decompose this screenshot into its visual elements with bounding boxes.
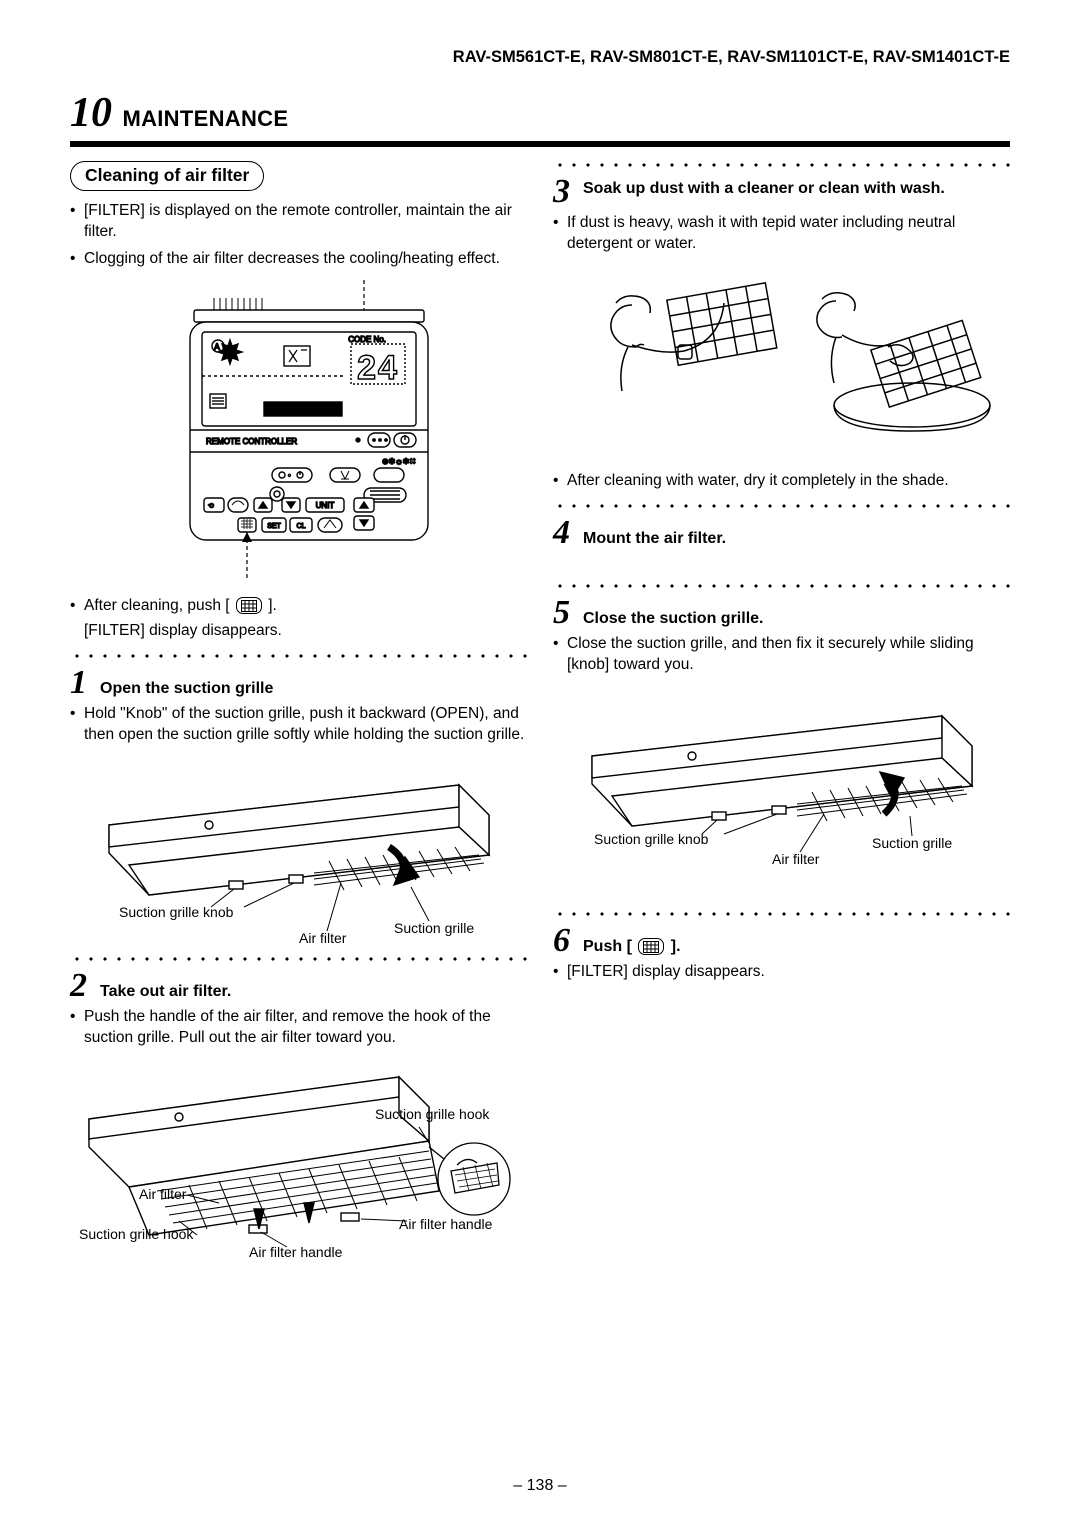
- step-4-title: Mount the air filter.: [583, 526, 726, 548]
- step-1-title: Open the suction grille: [100, 676, 273, 698]
- step-2-bullets: Push the handle of the air filter, and r…: [70, 1007, 527, 1049]
- step-1-heading: 1 Open the suction grille: [70, 666, 527, 700]
- svg-text:Suction grille: Suction grille: [872, 835, 952, 851]
- svg-text:CL: CL: [296, 523, 305, 530]
- svg-text:UNIT: UNIT: [315, 501, 334, 510]
- step-3-bullets: If dust is heavy, wash it with tepid wat…: [553, 213, 1010, 255]
- svg-text:Air filter: Air filter: [299, 930, 347, 945]
- step-5-heading: 5 Close the suction grille.: [553, 596, 1010, 630]
- step-6-title-b: ].: [671, 938, 681, 955]
- dot-separator: [553, 502, 1010, 510]
- figure-step2: Suction grille hook Air filter Suction g…: [70, 1059, 527, 1259]
- step-2-num: 2: [70, 969, 92, 1003]
- step-6-bullet: [FILTER] display disappears.: [553, 962, 1010, 983]
- svg-text:A: A: [214, 342, 220, 352]
- step-1-num: 1: [70, 666, 92, 700]
- dot-separator: [553, 582, 1010, 590]
- intro-bullets: [FILTER] is displayed on the remote cont…: [70, 201, 527, 270]
- svg-text:Suction grille knob: Suction grille knob: [119, 904, 234, 920]
- filter-button-icon: [638, 938, 664, 955]
- svg-text:Suction grille knob: Suction grille knob: [594, 831, 709, 847]
- step-4-heading: 4 Mount the air filter.: [553, 516, 1010, 550]
- figure-step3: [553, 265, 1010, 465]
- dot-separator: [70, 652, 527, 660]
- chapter-title: MAINTENANCE: [122, 106, 288, 132]
- step-6-heading: 6 Push [ ].: [553, 924, 1010, 958]
- svg-text:⟲: ⟲: [208, 503, 214, 510]
- svg-text:Suction grille hook: Suction grille hook: [79, 1226, 194, 1242]
- svg-text:⊕✱☼❄✖: ⊕✱☼❄✖: [381, 457, 415, 466]
- figure-step5: Suction grille knob Suction grille Air f…: [553, 686, 1010, 876]
- svg-text:24: 24: [357, 349, 399, 387]
- chapter-heading: 10 MAINTENANCE: [70, 89, 1010, 137]
- chapter-number: 10: [70, 89, 112, 137]
- page-number: – 138 –: [0, 1477, 1080, 1495]
- svg-text:•: •: [288, 471, 291, 480]
- svg-text:Suction grille hook: Suction grille hook: [375, 1106, 490, 1122]
- step-3-title: Soak up dust with a cleaner or clean wit…: [583, 175, 945, 200]
- svg-text:Air filter: Air filter: [139, 1186, 187, 1202]
- svg-text:Air filter handle: Air filter handle: [399, 1216, 493, 1232]
- step-3-bullet-2: After cleaning with water, dry it comple…: [553, 471, 1010, 492]
- svg-text:REMOTE CONTROLLER: REMOTE CONTROLLER: [206, 437, 297, 446]
- step-3-bullets-2: After cleaning with water, dry it comple…: [553, 471, 1010, 492]
- dot-separator: [553, 910, 1010, 918]
- step-3-heading: 3 Soak up dust with a cleaner or clean w…: [553, 175, 1010, 209]
- figure-remote-controller: A CODE No. 24: [70, 280, 527, 590]
- step-5-bullet: Close the suction grille, and then fix i…: [553, 634, 1010, 676]
- left-column: Cleaning of air filter [FILTER] is displ…: [70, 161, 527, 1265]
- step-3-bullet-1: If dust is heavy, wash it with tepid wat…: [553, 213, 1010, 255]
- step-5-title: Close the suction grille.: [583, 606, 763, 628]
- after-clean-subline: [FILTER] display disappears.: [84, 621, 527, 642]
- dot-separator: [553, 161, 1010, 169]
- right-column: 3 Soak up dust with a cleaner or clean w…: [553, 161, 1010, 1265]
- step-1-bullets: Hold "Knob" of the suction grille, push …: [70, 704, 527, 746]
- svg-text:SET: SET: [267, 523, 281, 530]
- section-pill: Cleaning of air filter: [70, 161, 264, 191]
- intro-bullet-1: [FILTER] is displayed on the remote cont…: [70, 201, 527, 243]
- svg-text:CODE No.: CODE No.: [348, 335, 386, 344]
- dot-separator: [70, 955, 527, 963]
- step-3-num: 3: [553, 175, 575, 209]
- step-2-title: Take out air filter.: [100, 979, 231, 1001]
- step-5-bullets: Close the suction grille, and then fix i…: [553, 634, 1010, 676]
- step-4-num: 4: [553, 516, 575, 550]
- header-models: RAV-SM561CT-E, RAV-SM801CT-E, RAV-SM1101…: [70, 48, 1010, 67]
- after-clean-bullets: After cleaning, push [ ]. [FILTER] displ…: [70, 596, 527, 642]
- step-6-title: Push [ ].: [583, 934, 681, 956]
- after-clean-text-a: After cleaning, push [: [84, 597, 230, 614]
- step-6-title-a: Push [: [583, 938, 632, 955]
- intro-bullet-2: Clogging of the air filter decreases the…: [70, 249, 527, 270]
- figure-step1: Suction grille knob Suction grille Air f…: [70, 755, 527, 945]
- after-clean-line: After cleaning, push [ ]. [FILTER] displ…: [70, 596, 527, 642]
- after-clean-text-b: ].: [268, 597, 277, 614]
- step-2-heading: 2 Take out air filter.: [70, 969, 527, 1003]
- filter-button-icon: [236, 597, 262, 614]
- step-6-bullets: [FILTER] display disappears.: [553, 962, 1010, 983]
- svg-text:Air filter: Air filter: [772, 851, 820, 867]
- chapter-rule: [70, 141, 1010, 147]
- step-6-num: 6: [553, 924, 575, 958]
- step-1-bullet: Hold "Knob" of the suction grille, push …: [70, 704, 527, 746]
- svg-text:Suction grille: Suction grille: [394, 920, 474, 936]
- step-2-bullet: Push the handle of the air filter, and r…: [70, 1007, 527, 1049]
- svg-text:Air filter handle: Air filter handle: [249, 1244, 343, 1259]
- step-5-num: 5: [553, 596, 575, 630]
